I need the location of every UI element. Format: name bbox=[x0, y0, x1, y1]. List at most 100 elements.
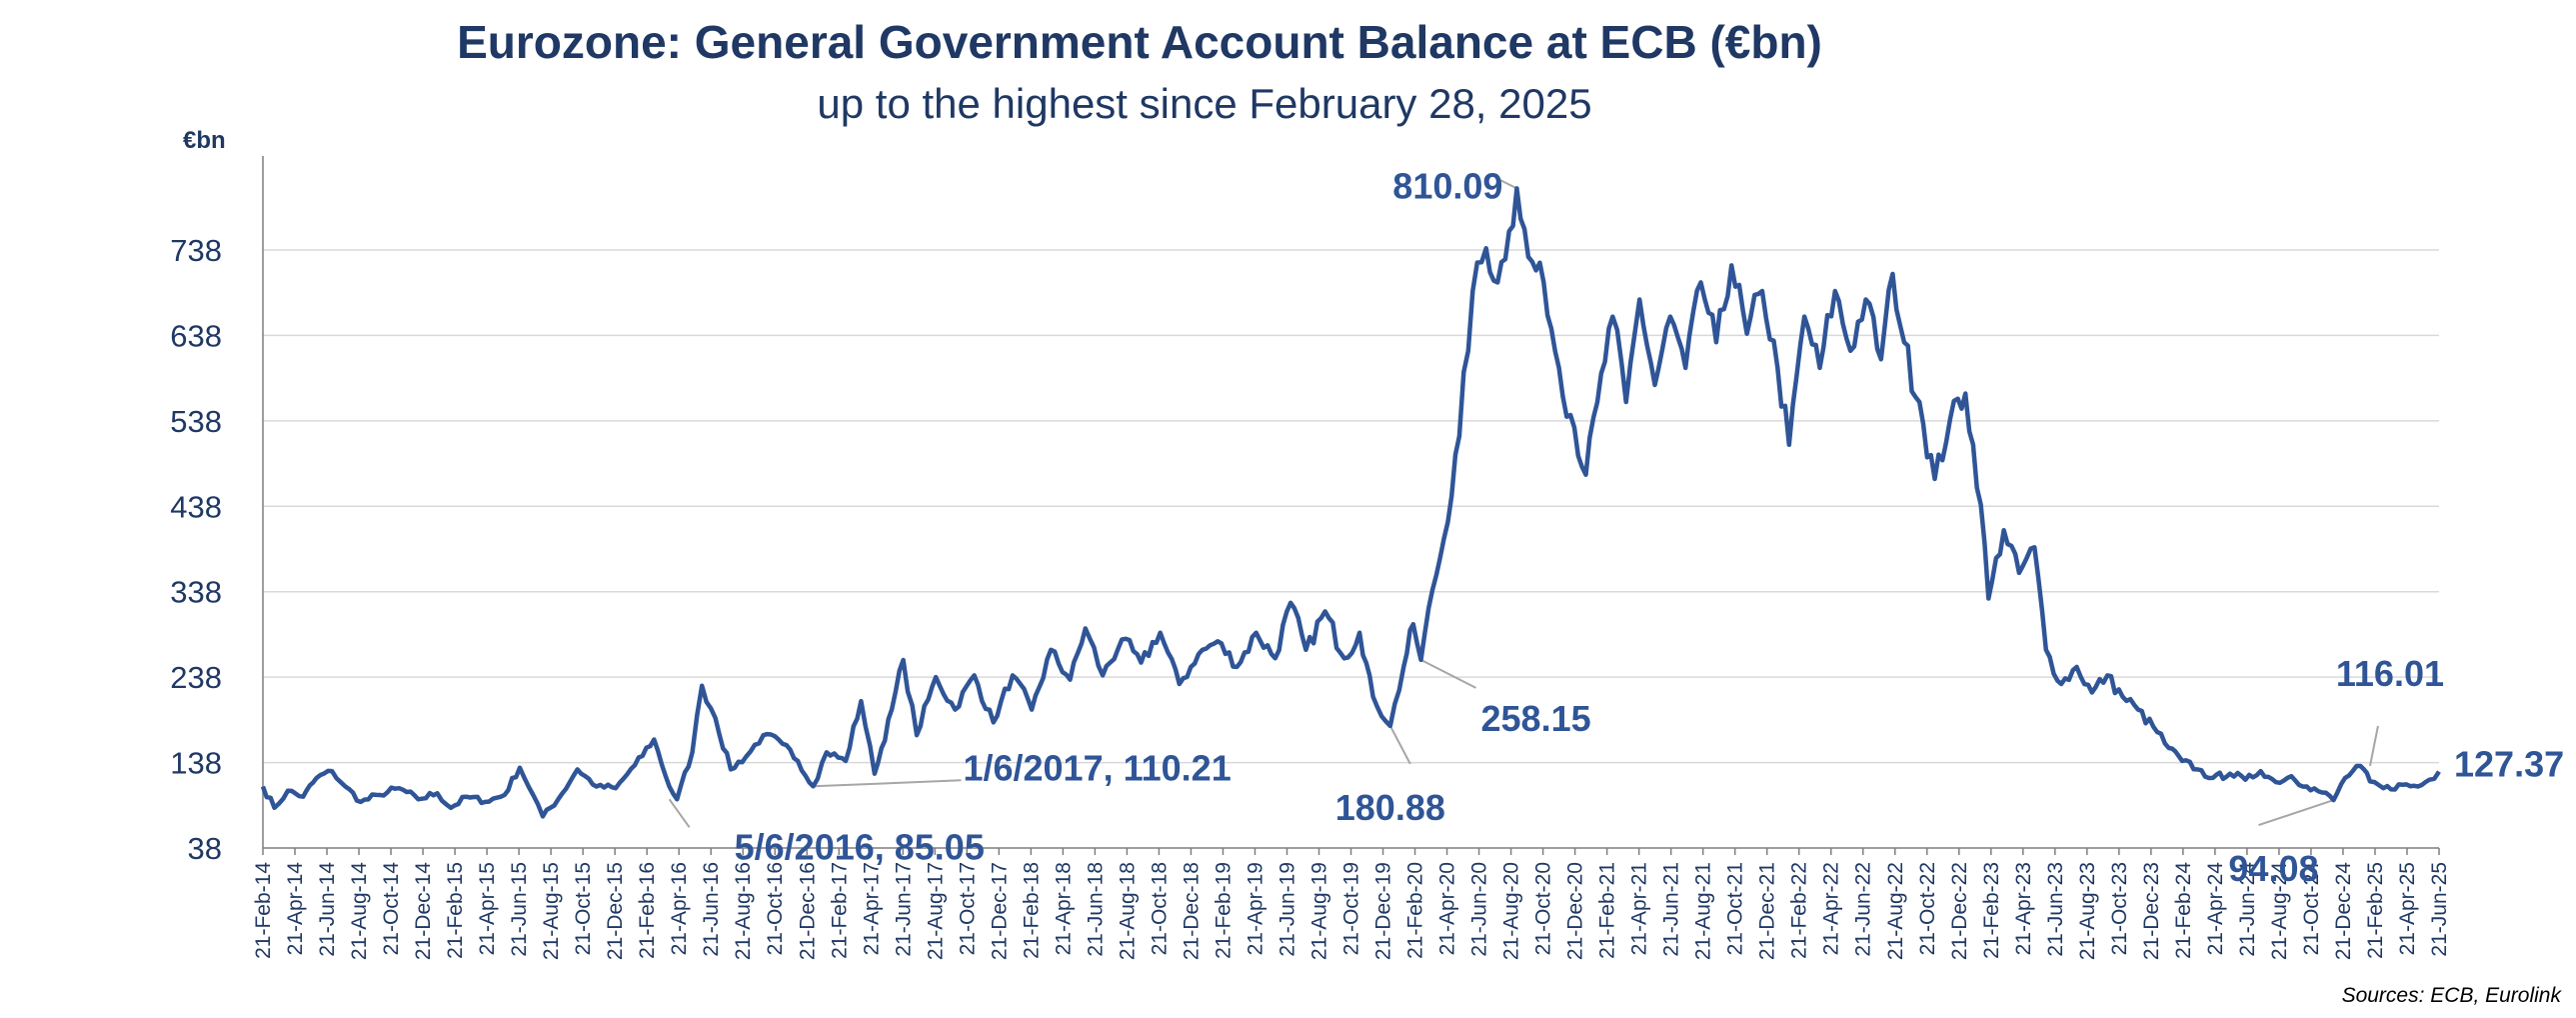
y-tick-label: 538 bbox=[170, 404, 222, 439]
x-tick-label: 21-Feb-15 bbox=[444, 862, 467, 959]
chart-title: Eurozone: General Government Account Bal… bbox=[457, 16, 1822, 68]
x-tick-label: 21-Apr-22 bbox=[1820, 862, 1843, 955]
x-tick-label: 21-Apr-19 bbox=[1244, 862, 1267, 955]
x-tick-label: 21-Feb-16 bbox=[636, 862, 659, 959]
x-tick-label: 21-Jun-21 bbox=[1660, 862, 1683, 957]
x-axis-ticks: 21-Feb-14 21-Apr-14 21-Jun-14 21-Aug-14 21-O… bbox=[252, 848, 2451, 960]
series-line-gov-balance bbox=[260, 186, 2441, 819]
x-tick-label: 21-Apr-21 bbox=[1628, 862, 1651, 955]
source-note: Sources: ECB, Eurolink bbox=[2342, 984, 2563, 1007]
x-tick-label: 21-Oct-22 bbox=[1916, 862, 1939, 955]
annotation-label: 1/6/2017, 110.21 bbox=[963, 747, 1231, 788]
annotation-label: 5/6/2016, 85.05 bbox=[735, 826, 985, 867]
x-tick-label: 21-Oct-17 bbox=[956, 862, 979, 955]
annotation-leader bbox=[668, 798, 691, 828]
x-tick-label: 21-Apr-25 bbox=[2396, 862, 2419, 955]
x-tick-label: 21-Jun-25 bbox=[2428, 862, 2451, 957]
annotation-label: 127.37 bbox=[2454, 744, 2564, 785]
x-tick-label: 21-Dec-24 bbox=[2332, 862, 2355, 960]
x-tick-label: 21-Feb-22 bbox=[1788, 862, 1811, 959]
x-tick-label: 21-Oct-21 bbox=[1724, 862, 1747, 955]
annotation-leaders bbox=[668, 177, 2379, 828]
x-tick-label: 21-Dec-21 bbox=[1756, 862, 1779, 960]
annotation-leader bbox=[1495, 177, 1517, 190]
x-tick-label: 21-Dec-19 bbox=[1372, 862, 1395, 960]
y-tick-label: 138 bbox=[170, 746, 222, 781]
x-tick-label: 21-Apr-15 bbox=[476, 862, 499, 955]
x-tick-label: 21-Jun-14 bbox=[316, 862, 339, 957]
x-tick-label: 21-Aug-22 bbox=[1884, 862, 1907, 960]
y-tick-label: 438 bbox=[170, 489, 222, 524]
x-tick-label: 21-Jun-15 bbox=[508, 862, 531, 957]
x-tick-label: 21-Oct-20 bbox=[1532, 862, 1555, 955]
x-tick-label: 21-Dec-14 bbox=[412, 862, 435, 960]
x-tick-label: 21-Jun-16 bbox=[700, 862, 723, 957]
x-tick-label: 21-Aug-21 bbox=[1692, 862, 1715, 960]
gridlines bbox=[263, 249, 2439, 764]
chart-subtitle: up to the highest since February 28, 202… bbox=[817, 80, 1591, 127]
x-tick-label: 21-Oct-14 bbox=[380, 862, 403, 956]
x-tick-label: 21-Apr-18 bbox=[1052, 862, 1075, 955]
annotation-leader bbox=[2258, 799, 2334, 827]
annotation-label: 180.88 bbox=[1335, 787, 1445, 828]
x-tick-label: 21-Jun-20 bbox=[1468, 862, 1491, 957]
annotation-label: 116.01 bbox=[2336, 653, 2444, 694]
x-tick-label: 21-Aug-14 bbox=[348, 862, 371, 960]
annotation-leader bbox=[813, 779, 962, 788]
x-tick-label: 21-Oct-15 bbox=[572, 862, 595, 955]
x-tick-label: 21-Jun-19 bbox=[1276, 862, 1298, 957]
x-tick-label: 21-Aug-18 bbox=[1116, 862, 1139, 960]
x-tick-label: 21-Oct-18 bbox=[1148, 862, 1171, 955]
x-tick-label: 21-Feb-17 bbox=[828, 862, 851, 959]
y-tick-label: 738 bbox=[170, 233, 222, 268]
x-tick-label: 21-Jun-23 bbox=[2044, 862, 2067, 957]
y-axis-ticks: 38 138 238 338 438 538 638 738 bbox=[170, 233, 222, 866]
x-tick-label: 21-Dec-15 bbox=[604, 862, 627, 960]
x-tick-label: 21-Feb-18 bbox=[1020, 862, 1043, 959]
x-tick-label: 21-Aug-19 bbox=[1307, 862, 1330, 960]
x-tick-label: 21-Oct-23 bbox=[2108, 862, 2131, 955]
x-tick-label: 21-Aug-16 bbox=[732, 862, 755, 960]
x-tick-label: 21-Aug-15 bbox=[540, 862, 563, 960]
y-tick-label: 238 bbox=[170, 660, 222, 695]
x-tick-label: 21-Oct-24 bbox=[2300, 862, 2323, 956]
x-tick-label: 21-Feb-25 bbox=[2364, 862, 2387, 959]
x-tick-label: 21-Oct-19 bbox=[1340, 862, 1363, 955]
x-tick-label: 21-Dec-16 bbox=[796, 862, 819, 960]
annotations: 810.09 258.15 180.88 1/6/2017, 110.21 5/6/20… bbox=[735, 165, 2564, 889]
y-tick-label: 338 bbox=[170, 575, 222, 610]
y-tick-label: 638 bbox=[170, 318, 222, 353]
annotation-leader bbox=[1420, 659, 1476, 689]
x-tick-label: 21-Aug-23 bbox=[2076, 862, 2099, 960]
y-axis-unit-label: €bn bbox=[183, 127, 226, 154]
x-tick-label: 21-Aug-24 bbox=[2268, 862, 2291, 960]
x-tick-label: 21-Dec-18 bbox=[1180, 862, 1203, 960]
x-tick-label: 21-Dec-17 bbox=[988, 862, 1011, 960]
x-tick-label: 21-Oct-16 bbox=[764, 862, 787, 955]
x-tick-label: 21-Jun-24 bbox=[2236, 862, 2259, 957]
x-tick-label: 21-Aug-17 bbox=[924, 862, 947, 960]
x-tick-label: 21-Apr-14 bbox=[284, 862, 307, 956]
x-tick-label: 21-Apr-20 bbox=[1436, 862, 1459, 955]
annotation-label: 94.08 bbox=[2228, 848, 2318, 889]
x-tick-label: 21-Dec-20 bbox=[1564, 862, 1587, 960]
x-tick-label: 21-Feb-21 bbox=[1596, 862, 1619, 959]
annotation-label: 810.09 bbox=[1392, 165, 1502, 206]
x-tick-label: 21-Jun-22 bbox=[1852, 862, 1875, 957]
x-tick-label: 21-Apr-23 bbox=[2012, 862, 2035, 955]
x-tick-label: 21-Dec-23 bbox=[2140, 862, 2163, 960]
x-tick-label: 21-Feb-14 bbox=[252, 862, 275, 959]
x-tick-label: 21-Feb-24 bbox=[2172, 862, 2195, 959]
annotation-leader bbox=[2368, 725, 2379, 767]
x-tick-label: 21-Apr-16 bbox=[668, 862, 691, 955]
x-tick-label: 21-Dec-22 bbox=[1948, 862, 1971, 960]
x-tick-label: 21-Feb-19 bbox=[1212, 862, 1235, 959]
x-tick-label: 21-Apr-24 bbox=[2204, 862, 2227, 956]
annotation-label: 258.15 bbox=[1481, 698, 1591, 739]
x-tick-label: 21-Feb-23 bbox=[1980, 862, 2003, 959]
x-tick-label: 21-Aug-20 bbox=[1500, 862, 1523, 960]
x-tick-label: 21-Jun-17 bbox=[892, 862, 915, 957]
x-tick-label: 21-Apr-17 bbox=[860, 862, 883, 955]
annotation-leader bbox=[1388, 725, 1411, 765]
